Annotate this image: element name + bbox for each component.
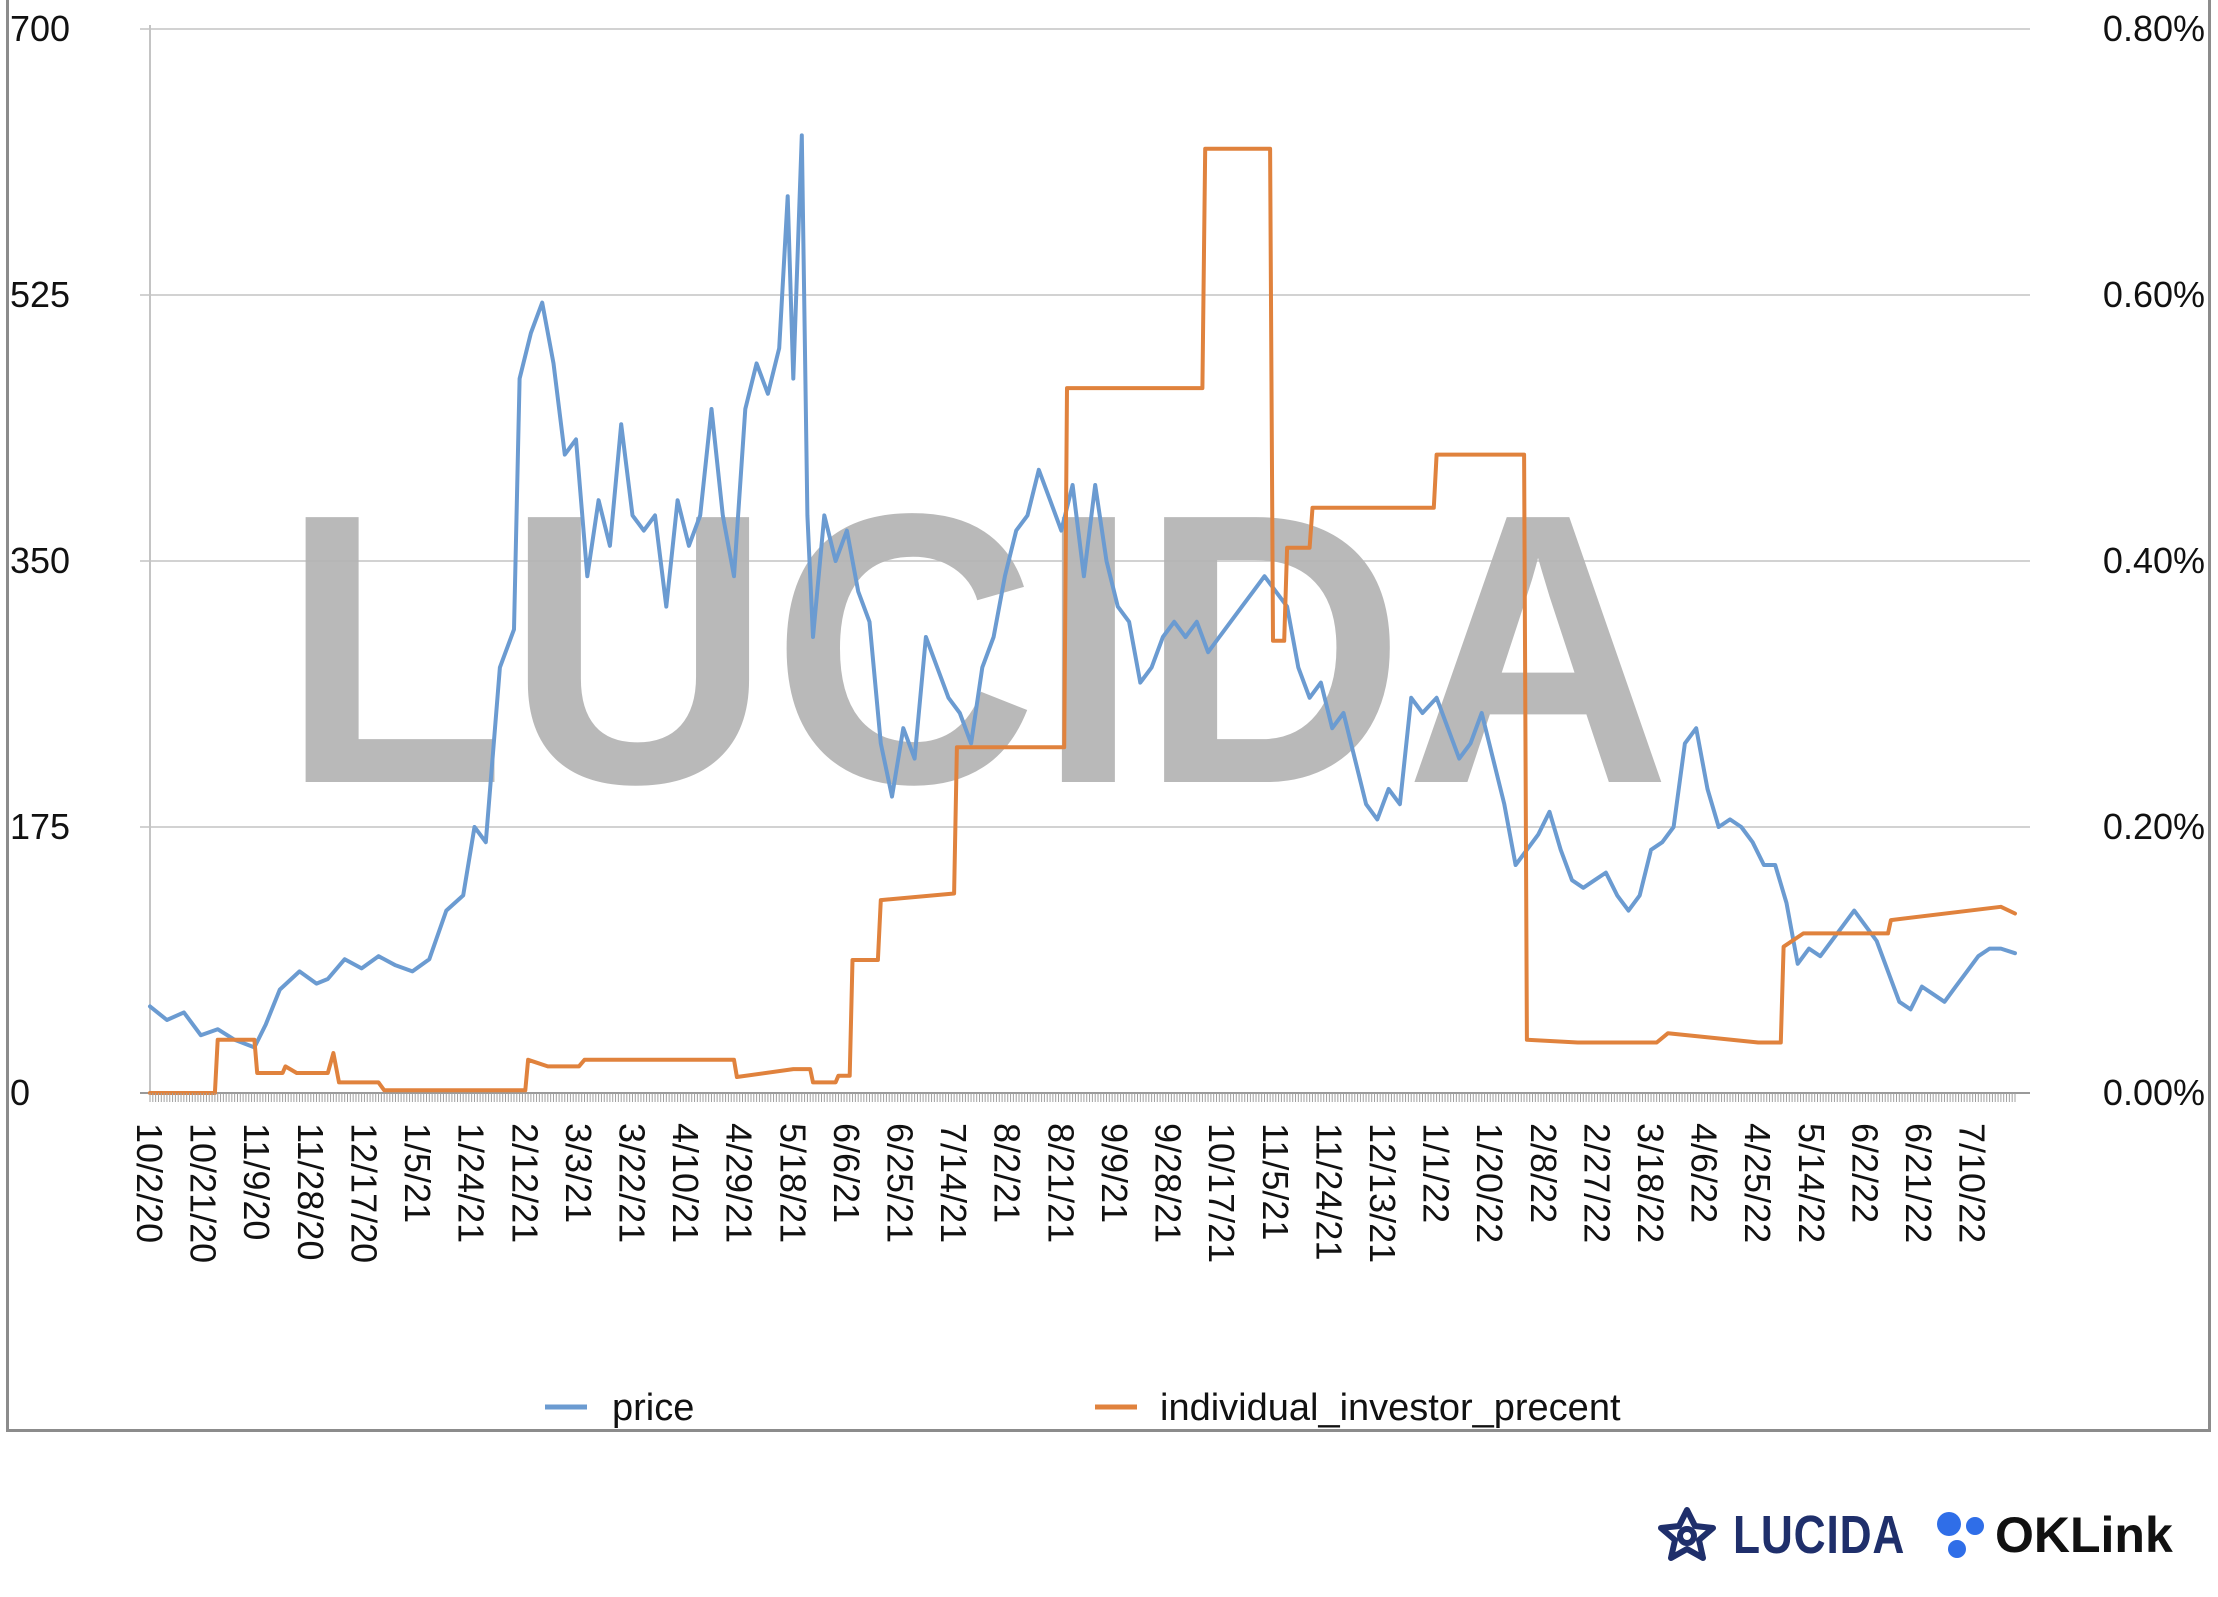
- y-right-tick-label: 0.20%: [2103, 806, 2205, 847]
- legend: price individual_investor_precent: [545, 1387, 1621, 1429]
- x-tick-label: 4/25/22: [1737, 1123, 1778, 1243]
- watermark-text: LUCIDA: [281, 433, 1671, 864]
- x-tick-label: 11/5/21: [1255, 1123, 1296, 1240]
- x-tick-label: 6/2/22: [1845, 1123, 1886, 1223]
- x-tick-label: 12/13/21: [1362, 1123, 1403, 1263]
- y-left-tick-label: 700: [10, 8, 70, 49]
- y-right-tick-label: 0.80%: [2103, 8, 2205, 49]
- axes: 0 0.00% 175 0.20% 350 0.40% 525 0.60% 700 0.80% 10…: [10, 8, 2205, 1263]
- y-left-tick-label: 525: [10, 274, 70, 315]
- x-tick-label: 3/22/21: [612, 1123, 653, 1243]
- x-tick-label: 2/8/22: [1523, 1123, 1564, 1223]
- y-right-tick-label: 0.40%: [2103, 540, 2205, 581]
- x-tick-label: 5/18/21: [772, 1123, 813, 1243]
- x-tick-label: 2/27/22: [1576, 1123, 1617, 1243]
- x-tick-label: 11/9/20: [236, 1123, 277, 1240]
- x-tick-label: 11/28/20: [290, 1123, 331, 1260]
- x-tick-label: 12/17/20: [343, 1123, 384, 1263]
- x-tick-label: 1/24/21: [451, 1123, 492, 1243]
- series-layer: [148, 133, 2017, 1095]
- y-right-tick-label: 0.00%: [2103, 1072, 2205, 1113]
- x-tick-label: 7/10/22: [1952, 1123, 1993, 1243]
- x-tick-label: 6/6/21: [826, 1123, 867, 1223]
- x-tick-label: 2/12/21: [504, 1123, 545, 1243]
- line-chart: LUCIDA 0 0.00% 175 0.20% 350 0.40% 525 0.60% 700…: [10, 8, 2205, 1429]
- x-tick-label: 3/18/22: [1630, 1123, 1671, 1243]
- x-tick-label: 3/3/21: [558, 1123, 599, 1223]
- y-left-tick-label: 175: [10, 806, 70, 847]
- lucida-logo-text: LUCIDA: [1733, 1505, 1906, 1565]
- legend-label: price: [612, 1387, 694, 1429]
- series-line-price: [148, 133, 2017, 1050]
- watermark: LUCIDA: [281, 433, 1671, 864]
- x-tick-label: 6/21/22: [1898, 1123, 1939, 1243]
- x-axis-day-ticks: [149, 1093, 2016, 1102]
- y-left-tick-label: 350: [10, 540, 70, 581]
- legend-label: individual_investor_precent: [1160, 1387, 1621, 1429]
- lucida-logo-icon: [1658, 1507, 1716, 1561]
- y-right-tick-label: 0.60%: [2103, 274, 2205, 315]
- y-left-tick-label: 0: [10, 1072, 30, 1113]
- footer-logos: LUCIDA OKLink: [1655, 1500, 2175, 1570]
- x-tick-label: 4/29/21: [719, 1123, 760, 1243]
- x-tick-label: 11/24/21: [1308, 1123, 1349, 1260]
- x-tick-label: 1/1/22: [1416, 1123, 1457, 1223]
- x-tick-label: 9/28/21: [1148, 1123, 1189, 1243]
- x-tick-label: 5/14/22: [1791, 1123, 1832, 1243]
- x-tick-label: 1/5/21: [397, 1123, 438, 1223]
- oklink-logo-icon: [1937, 1512, 1984, 1558]
- x-tick-label: 4/10/21: [665, 1123, 706, 1243]
- x-tick-label: 8/2/21: [987, 1123, 1028, 1223]
- x-tick-label: 4/6/22: [1684, 1123, 1725, 1223]
- x-tick-label: 8/21/21: [1040, 1123, 1081, 1243]
- x-tick-label: 6/25/21: [880, 1123, 921, 1243]
- x-tick-label: 1/20/22: [1469, 1123, 1510, 1243]
- oklink-logo-text: OKLink: [1995, 1507, 2173, 1563]
- x-tick-label: 7/14/21: [933, 1123, 974, 1243]
- x-tick-label: 10/21/20: [183, 1123, 224, 1263]
- chart-frame: [6, 0, 2211, 1432]
- x-tick-label: 9/9/21: [1094, 1123, 1135, 1223]
- series-line-individual_investor_precent: [148, 146, 2017, 1095]
- x-tick-label: 10/2/20: [129, 1123, 170, 1243]
- x-tick-label: 10/17/21: [1201, 1123, 1242, 1263]
